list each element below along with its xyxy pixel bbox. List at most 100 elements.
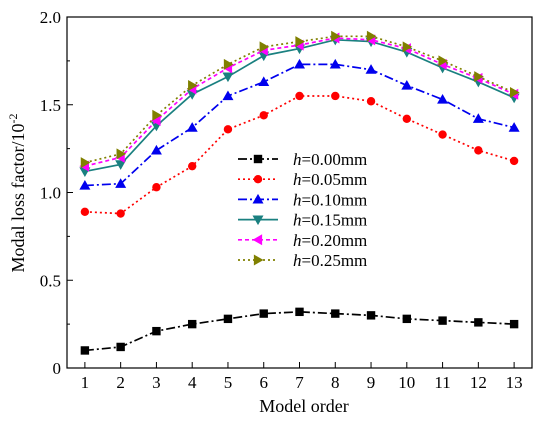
- legend-label: h=0.05mm: [293, 170, 367, 189]
- x-tick-label: 9: [367, 373, 376, 392]
- x-tick-label: 2: [116, 373, 125, 392]
- legend-value: =0.05mm: [302, 170, 368, 189]
- data-point: [331, 30, 341, 42]
- legend-variable: h: [293, 150, 302, 169]
- data-point: [223, 125, 233, 134]
- data-point: [474, 71, 484, 83]
- data-point: [366, 30, 377, 42]
- series-0: [80, 307, 519, 355]
- data-point: [188, 79, 198, 91]
- data-point: [252, 234, 263, 246]
- legend-entry-2: h=0.10mm: [238, 190, 367, 209]
- x-tick-label: 4: [188, 373, 197, 392]
- x-tick-label: 10: [398, 373, 415, 392]
- data-point: [253, 175, 263, 184]
- y-tick-label: 0: [53, 359, 62, 378]
- data-point: [295, 307, 304, 317]
- data-point: [152, 183, 161, 192]
- x-tick-label: 1: [81, 373, 90, 392]
- data-point: [222, 90, 234, 101]
- data-point: [438, 130, 447, 139]
- legend-variable: h: [293, 251, 302, 270]
- legend-entry-5: h=0.25mm: [238, 251, 367, 270]
- data-point: [223, 58, 234, 70]
- legend-variable: h: [293, 190, 302, 209]
- data-point: [252, 215, 264, 226]
- data-point: [259, 111, 268, 120]
- series-line: [84, 310, 515, 352]
- data-point: [402, 314, 412, 324]
- x-tick-label: 7: [295, 373, 304, 392]
- data-point: [402, 114, 412, 123]
- legend-label: h=0.15mm: [293, 211, 367, 230]
- legend: h=0.00mmh=0.05mmh=0.10mmh=0.15mmh=0.20mm…: [238, 150, 367, 270]
- data-point: [259, 309, 268, 318]
- data-point: [80, 207, 90, 217]
- y-axis-label: Modal loss factor/10-2: [6, 114, 28, 273]
- series-layer: [79, 30, 520, 355]
- data-point: [150, 115, 161, 127]
- data-point: [259, 41, 270, 53]
- data-point: [253, 154, 263, 164]
- x-axis-label: Model order: [259, 396, 348, 416]
- legend-label: h=0.25mm: [293, 251, 367, 270]
- legend-label: h=0.00mm: [293, 150, 367, 169]
- data-point: [79, 179, 91, 190]
- legend-label: h=0.20mm: [293, 231, 367, 250]
- legend-variable: h: [293, 231, 302, 250]
- data-point: [295, 36, 305, 48]
- x-tick-label: 5: [224, 373, 233, 392]
- data-point: [186, 122, 198, 132]
- data-point: [474, 146, 483, 155]
- data-point: [152, 109, 162, 121]
- data-point: [116, 209, 125, 218]
- legend-label: h=0.10mm: [293, 190, 367, 209]
- data-point: [252, 193, 264, 204]
- data-point: [365, 64, 377, 74]
- y-tick-label: 0.5: [40, 271, 61, 290]
- legend-value: =0.25mm: [302, 251, 368, 270]
- series-1: [80, 91, 519, 218]
- y-axis-label-exponent: -2: [6, 114, 20, 124]
- data-point: [509, 156, 519, 166]
- data-point: [437, 93, 449, 104]
- x-tick-label: 13: [506, 373, 523, 392]
- data-point: [331, 91, 340, 101]
- data-point: [366, 311, 376, 320]
- x-tick-label: 3: [152, 373, 161, 392]
- x-tick-label: 12: [470, 373, 487, 392]
- data-point: [152, 326, 161, 336]
- data-point: [80, 346, 90, 355]
- legend-value: =0.00mm: [302, 150, 368, 169]
- data-point: [402, 41, 413, 53]
- data-point: [253, 254, 264, 266]
- data-point: [115, 160, 127, 170]
- x-axis-ticks: 1 2 3 4 5 6 7 8 9 10 11 12 13: [81, 362, 523, 392]
- legend-value: =0.20mm: [302, 231, 368, 250]
- series-line: [84, 37, 515, 168]
- y-axis-ticks: 0 0.5 1.0 1.5 2.0: [40, 8, 73, 378]
- data-point: [509, 86, 520, 98]
- data-point: [329, 58, 341, 69]
- data-point: [223, 314, 233, 324]
- legend-value: =0.10mm: [302, 190, 368, 209]
- legend-entry-4: h=0.20mm: [238, 231, 367, 250]
- y-tick-label: 1.0: [40, 184, 61, 203]
- data-point: [366, 97, 376, 106]
- legend-variable: h: [293, 211, 302, 230]
- data-point: [222, 72, 234, 83]
- x-tick-label: 8: [331, 373, 340, 392]
- data-point: [187, 161, 197, 171]
- data-point: [115, 178, 127, 188]
- legend-value: =0.15mm: [302, 211, 368, 230]
- data-point: [258, 76, 270, 87]
- legend-entry-0: h=0.00mm: [238, 150, 367, 169]
- data-point: [472, 113, 484, 123]
- legend-entry-3: h=0.15mm: [238, 211, 367, 230]
- data-point: [116, 148, 127, 160]
- data-point: [438, 316, 447, 325]
- data-point: [474, 318, 483, 327]
- data-point: [116, 342, 125, 352]
- legend-entry-1: h=0.05mm: [238, 170, 367, 189]
